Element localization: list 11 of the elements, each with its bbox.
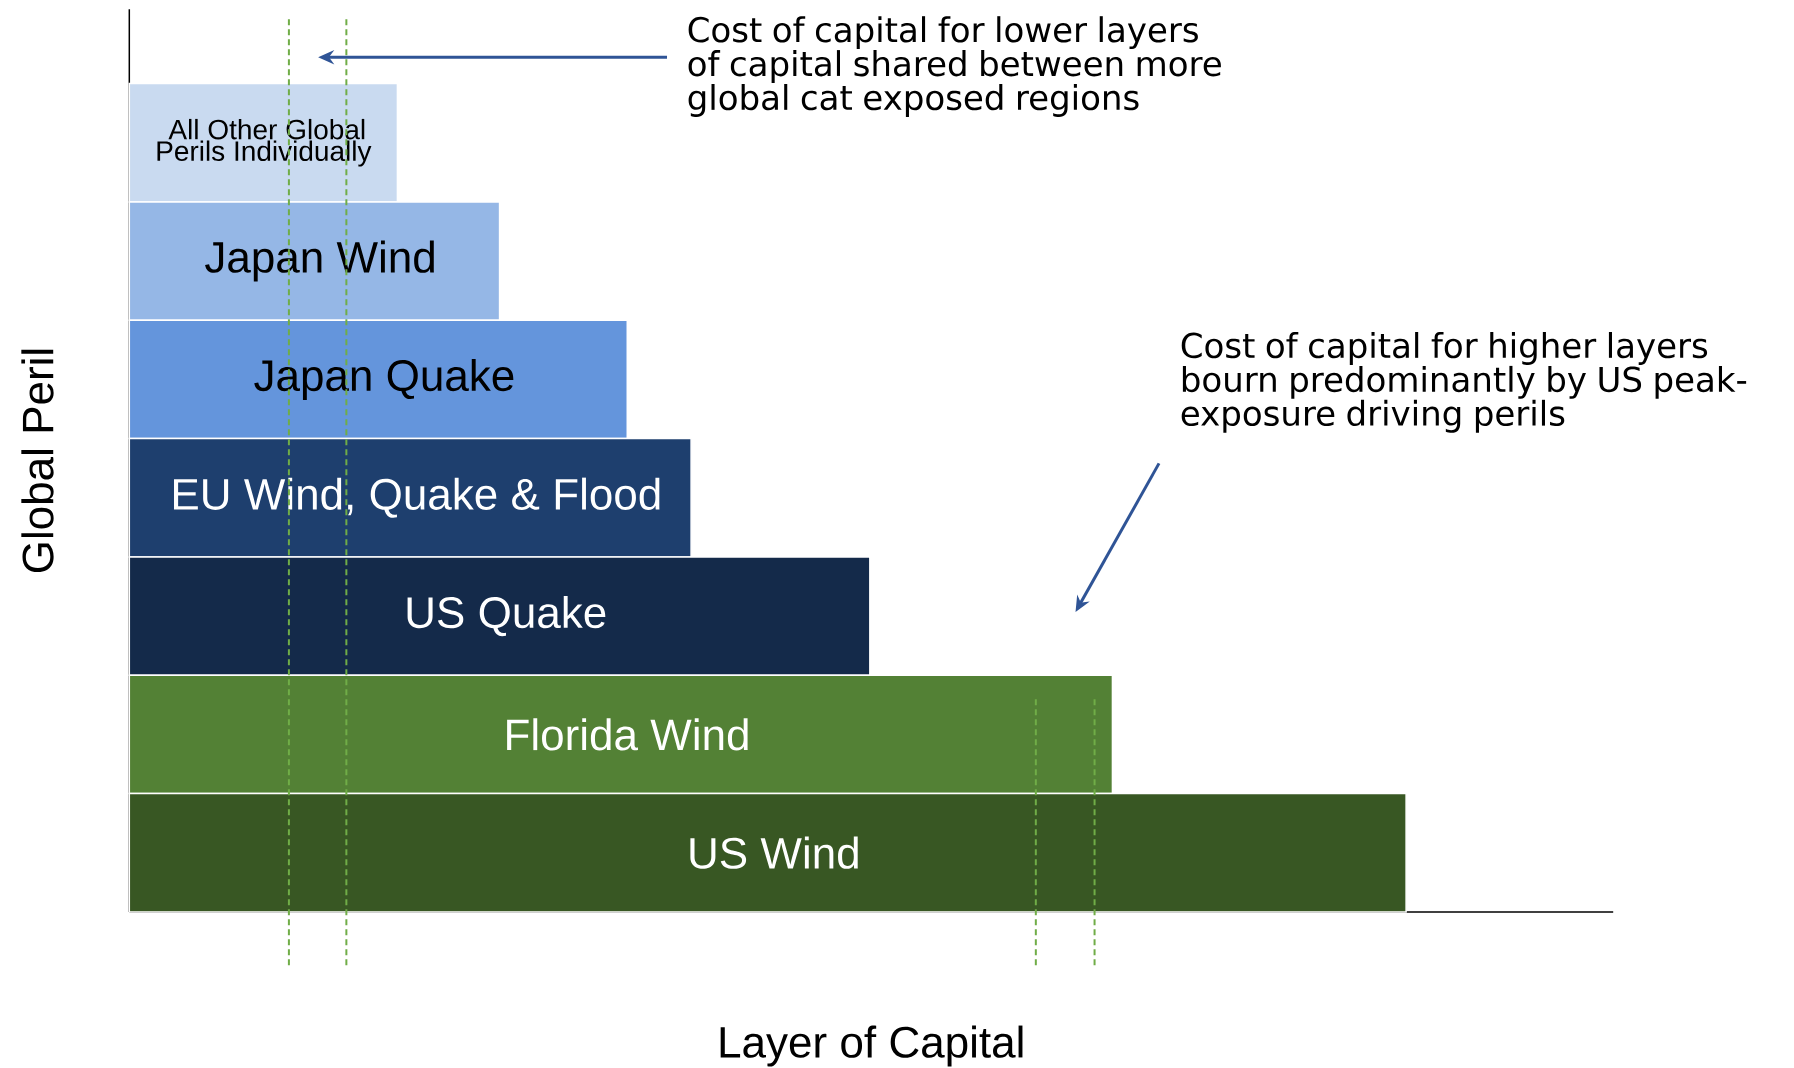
y-tick-label: Japan Quake (254, 358, 514, 400)
y-tick-label: US Wind (690, 836, 858, 869)
annotation: Cost of capital for lower layers of capital shared between more global cat exposed regions (688, 16, 1221, 117)
annotation: Cost of capital for higher layers bourn predominantly by US peak-exposure driving perils (1181, 331, 1747, 433)
y-tick-label: All Other Global Perils Individually (157, 118, 372, 167)
y-axis-title: Global Peril (21, 349, 54, 573)
y-tick-label: EU Wind, Quake & Flood (174, 477, 660, 518)
y-tick-label: US Quake (407, 595, 606, 637)
y-tick-label: Florida Wind (507, 718, 748, 751)
y-tick-label: Japan Wind (205, 240, 434, 282)
x-axis-title: Layer of Capital (720, 1025, 1023, 1067)
